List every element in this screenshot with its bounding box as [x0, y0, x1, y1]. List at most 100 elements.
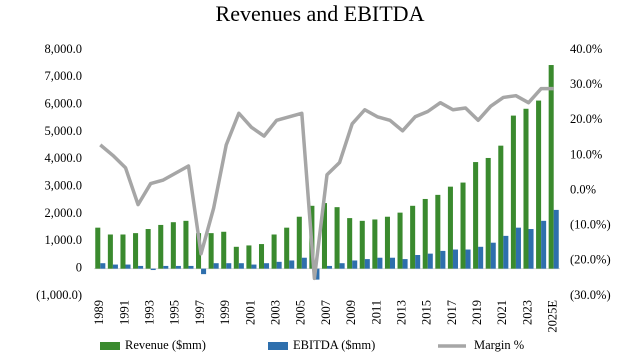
- bar: [460, 182, 466, 269]
- x-tick-label: 2023: [520, 300, 534, 325]
- legend-swatch: [100, 342, 120, 350]
- bar: [175, 265, 181, 269]
- bar: [125, 264, 131, 269]
- bar: [163, 265, 169, 269]
- y-tick-label: 8,000.0: [45, 42, 83, 56]
- bar: [478, 246, 484, 269]
- y-tick-label: 1,000.0: [45, 233, 83, 247]
- y2-tick-label: 20.0%: [570, 112, 602, 126]
- x-tick-label: 1989: [92, 300, 106, 325]
- y2-tick-label: (30.0%): [570, 288, 611, 302]
- bar: [541, 220, 547, 269]
- legend-label: EBITDA ($mm): [293, 338, 375, 352]
- bar: [208, 233, 214, 269]
- bar: [334, 207, 340, 269]
- bar: [133, 233, 139, 269]
- bar: [233, 246, 239, 269]
- chart-title: Revenues and EBITDA: [216, 1, 425, 26]
- bar: [422, 198, 428, 269]
- y2-tick-label: (10.0%): [570, 218, 611, 232]
- bar: [276, 261, 282, 269]
- bar: [221, 231, 227, 269]
- bar: [384, 216, 390, 269]
- bar: [264, 263, 270, 269]
- y2-tick-label: 0.0%: [570, 182, 596, 196]
- bar: [138, 265, 144, 269]
- x-tick-label: 2013: [394, 300, 408, 325]
- bar: [183, 220, 189, 269]
- bar: [314, 268, 320, 280]
- bar: [170, 222, 176, 269]
- bar: [321, 203, 327, 269]
- x-tick-label: 2017: [445, 300, 459, 325]
- bar: [510, 115, 516, 269]
- bar: [196, 233, 202, 269]
- y-tick-label: 0: [76, 261, 82, 275]
- bar: [112, 264, 118, 269]
- x-tick-label: 2015: [420, 300, 434, 325]
- bar: [485, 157, 491, 269]
- y-tick-label: 2,000.0: [45, 206, 83, 220]
- bar: [377, 257, 383, 269]
- bar: [536, 100, 542, 269]
- bar: [339, 263, 345, 269]
- bar: [258, 244, 265, 269]
- bar: [473, 162, 479, 269]
- bar: [515, 227, 521, 269]
- bar: [465, 249, 471, 269]
- x-tick-label: 1995: [168, 300, 182, 325]
- bar: [238, 263, 244, 269]
- bar: [498, 145, 504, 269]
- bar: [107, 234, 113, 269]
- bar: [284, 227, 290, 269]
- bar: [359, 220, 365, 269]
- x-tick-label: 1991: [117, 300, 131, 325]
- x-tick-label: 2009: [344, 300, 358, 325]
- legend-label: Margin %: [474, 338, 524, 352]
- bar: [226, 263, 232, 269]
- bar: [528, 229, 534, 269]
- bar: [490, 242, 496, 269]
- bar: [447, 186, 453, 269]
- x-tick-label: 1999: [218, 300, 232, 325]
- y2-tick-label: (20.0%): [570, 253, 611, 267]
- x-tick-label: 2007: [319, 300, 333, 325]
- bar: [440, 250, 446, 269]
- bar: [415, 255, 421, 269]
- y2-tick-label: 10.0%: [570, 147, 602, 161]
- bar: [402, 259, 408, 269]
- x-tick-label: 2003: [268, 300, 282, 325]
- bar: [296, 216, 302, 269]
- bar: [301, 257, 307, 269]
- bar: [397, 212, 403, 269]
- bar: [188, 265, 194, 269]
- legend-label: Revenue ($mm): [125, 338, 206, 352]
- line: [99, 86, 554, 281]
- y2-tick-label: 30.0%: [570, 77, 602, 91]
- x-tick-label: 2011: [369, 300, 383, 325]
- bar: [327, 265, 333, 269]
- bar: [289, 260, 295, 269]
- bar: [251, 264, 257, 269]
- bar: [523, 108, 529, 269]
- y-tick-label: 5,000.0: [45, 124, 83, 138]
- bar: [347, 218, 353, 269]
- bar: [389, 257, 396, 269]
- bar: [553, 209, 559, 269]
- y-tick-label: 7,000.0: [45, 69, 83, 83]
- bar: [503, 235, 509, 269]
- bar: [548, 65, 554, 269]
- y-tick-label: (1,000.0): [36, 288, 82, 302]
- y2-tick-label: 40.0%: [570, 42, 602, 56]
- y-tick-label: 6,000.0: [45, 97, 83, 111]
- bar: [435, 194, 441, 269]
- bar: [213, 263, 219, 269]
- x-tick-label: 2019: [470, 300, 484, 325]
- bar: [95, 227, 101, 269]
- bar: [372, 219, 378, 269]
- bar: [100, 263, 106, 269]
- bar: [201, 268, 207, 275]
